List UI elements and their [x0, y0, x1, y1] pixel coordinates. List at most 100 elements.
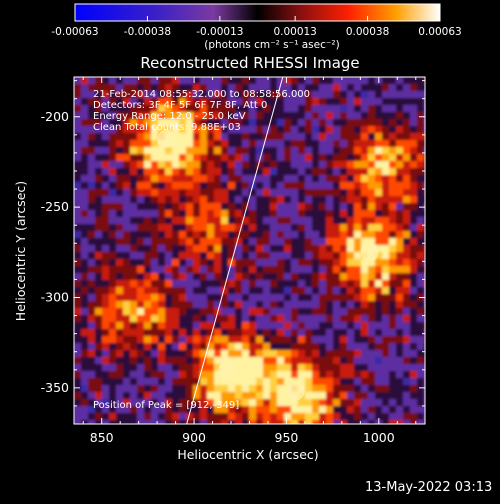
heatmap-cell [151, 259, 159, 267]
heatmap-cell [396, 210, 404, 218]
heatmap-cell [256, 217, 264, 225]
heatmap-cell [151, 182, 159, 190]
heatmap-cell [242, 182, 250, 190]
heatmap-cell [277, 315, 285, 323]
heatmap-cell [214, 84, 222, 92]
heatmap-cell [81, 259, 89, 267]
heatmap-cell [74, 133, 82, 141]
heatmap-cell [109, 203, 117, 211]
heatmap-cell [102, 238, 110, 246]
heatmap-cell [88, 154, 96, 162]
heatmap-cell [340, 119, 348, 127]
heatmap-cell [137, 350, 145, 358]
heatmap-cell [389, 322, 397, 330]
heatmap-cell [130, 203, 138, 211]
heatmap-cell [144, 210, 152, 218]
heatmap-cell [396, 420, 404, 424]
heatmap-cell [291, 91, 299, 99]
heatmap-cell [242, 392, 250, 400]
heatmap-cell [242, 266, 250, 274]
heatmap-cell [340, 91, 348, 99]
heatmap-cell [284, 238, 292, 246]
heatmap-cell [312, 245, 320, 253]
heatmap-cell [291, 189, 299, 197]
heatmap-cell [116, 329, 124, 337]
heatmap-cell [263, 266, 271, 274]
heatmap-cell [319, 217, 327, 225]
heatmap-cell [88, 385, 96, 393]
heatmap-cell [417, 378, 425, 386]
heatmap-cell [214, 182, 222, 190]
heatmap-cell [305, 364, 313, 372]
heatmap-cell [368, 259, 376, 267]
heatmap-cell [74, 406, 82, 414]
heatmap-cell [109, 189, 117, 197]
heatmap-cell [368, 315, 376, 323]
heatmap-cell [277, 196, 285, 204]
heatmap-cell [102, 329, 110, 337]
heatmap-cell [88, 252, 96, 260]
heatmap-cell [207, 196, 215, 204]
heatmap-cell [179, 203, 187, 211]
heatmap-cell [403, 84, 411, 92]
heatmap-cell [242, 210, 250, 218]
heatmap-cell [305, 105, 313, 113]
heatmap-cell [137, 238, 145, 246]
heatmap-cell [270, 98, 278, 106]
heatmap-cell [375, 140, 383, 148]
heatmap-cell [340, 154, 348, 162]
heatmap-cell [389, 336, 397, 344]
heatmap-cell [242, 287, 250, 295]
heatmap-cell [263, 259, 271, 267]
heatmap-cell [319, 133, 327, 141]
heatmap-cell [326, 420, 334, 424]
heatmap-cell [95, 392, 103, 400]
heatmap-cell [319, 161, 327, 169]
heatmap-cell [165, 287, 173, 295]
heatmap-cell [375, 245, 383, 253]
heatmap-cell [375, 161, 383, 169]
heatmap-cell [116, 161, 124, 169]
heatmap-cell [347, 231, 355, 239]
heatmap-cell [116, 364, 124, 372]
heatmap-cell [109, 77, 117, 85]
heatmap-cell [340, 168, 348, 176]
heatmap-cell [263, 308, 271, 316]
heatmap-cell [340, 315, 348, 323]
heatmap-cell [193, 287, 201, 295]
heatmap-cell [165, 84, 173, 92]
heatmap-cell [74, 399, 82, 407]
heatmap-cell [277, 175, 285, 183]
heatmap-cell [235, 217, 243, 225]
heatmap-cell [319, 203, 327, 211]
heatmap-cell [270, 301, 278, 309]
heatmap-cell [123, 252, 131, 260]
heatmap-cell [200, 301, 208, 309]
heatmap-cell [123, 378, 131, 386]
heatmap-cell [410, 231, 418, 239]
heatmap-cell [88, 350, 96, 358]
heatmap-cell [389, 203, 397, 211]
heatmap-cell [172, 140, 180, 148]
heatmap-cell [137, 371, 145, 379]
heatmap-cell [305, 378, 313, 386]
heatmap-cell [249, 112, 257, 120]
heatmap-cell [81, 308, 89, 316]
heatmap-cell [347, 364, 355, 372]
heatmap-cell [305, 280, 313, 288]
heatmap-cell [242, 420, 250, 424]
heatmap-cell [88, 189, 96, 197]
heatmap-cell [88, 126, 96, 134]
heatmap-cell [186, 343, 194, 351]
heatmap-cell [249, 259, 257, 267]
heatmap-cell [340, 287, 348, 295]
heatmap-cell [263, 168, 271, 176]
heatmap-cell [340, 343, 348, 351]
heatmap-cell [81, 84, 89, 92]
heatmap-cell [165, 238, 173, 246]
heatmap-cell [298, 273, 306, 281]
heatmap-cell [333, 406, 341, 414]
heatmap-cell [305, 385, 313, 393]
heatmap-cell [88, 266, 96, 274]
heatmap-cell [263, 91, 271, 99]
